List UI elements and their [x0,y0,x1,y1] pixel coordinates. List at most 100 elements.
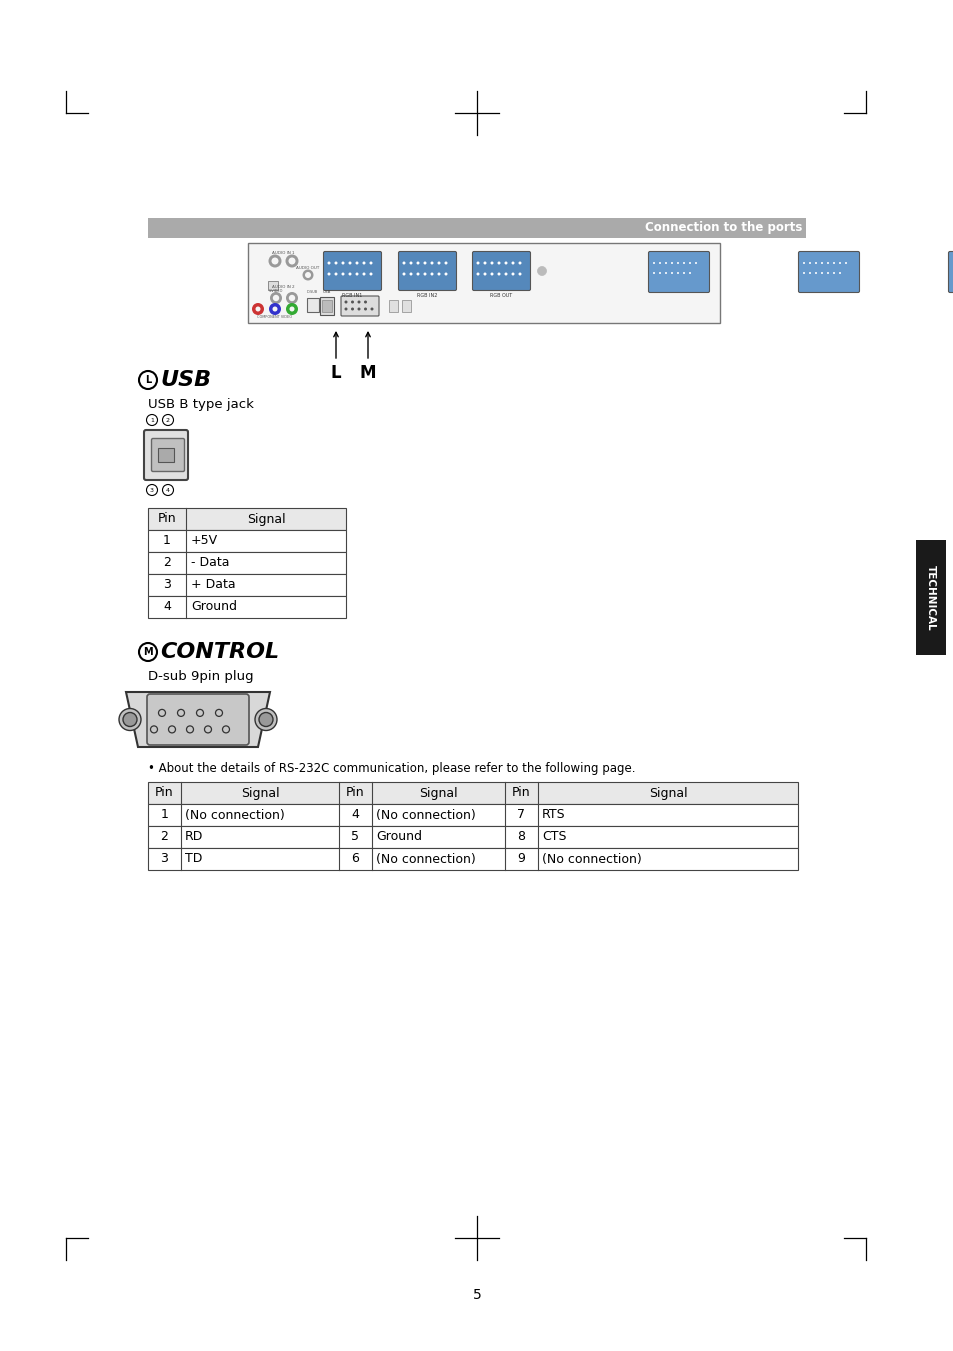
Text: • About the details of RS-232C communication, please refer to the following page: • About the details of RS-232C communica… [148,762,635,775]
Text: Signal: Signal [648,786,686,800]
Text: USB: USB [322,290,331,295]
Circle shape [832,262,834,263]
Bar [158,449,173,462]
Bar [148,508,346,530]
Text: - Data: - Data [191,557,230,570]
Circle shape [273,307,277,312]
Circle shape [369,262,372,265]
Circle shape [844,262,846,263]
Text: 6: 6 [352,852,359,866]
FancyBboxPatch shape [398,251,456,290]
Text: (No connection): (No connection) [375,852,476,866]
Circle shape [430,262,433,265]
Text: +5V: +5V [191,535,218,547]
Circle shape [802,262,804,263]
Circle shape [483,262,486,265]
Circle shape [369,273,372,276]
Bar [248,243,720,323]
Text: 4: 4 [352,808,359,821]
Text: (No connection): (No connection) [541,852,641,866]
FancyBboxPatch shape [323,251,381,290]
Circle shape [688,272,690,274]
Text: Pin: Pin [346,786,364,800]
Circle shape [327,262,330,265]
Polygon shape [126,692,270,747]
Text: Pin: Pin [155,786,173,800]
Bar [322,300,332,312]
Circle shape [688,262,690,263]
Circle shape [357,308,360,311]
Text: TECHNICAL: TECHNICAL [925,565,935,631]
Circle shape [476,273,479,276]
Text: 4: 4 [166,488,170,493]
Circle shape [355,273,358,276]
Text: 3: 3 [150,488,153,493]
Circle shape [490,262,493,265]
Circle shape [416,273,419,276]
Circle shape [826,272,828,274]
Circle shape [952,262,953,263]
Text: Pin: Pin [157,512,176,526]
Circle shape [814,272,816,274]
Circle shape [364,308,367,311]
Circle shape [409,262,412,265]
Circle shape [659,262,660,263]
Circle shape [362,262,365,265]
Circle shape [258,712,273,727]
Text: M: M [143,647,152,657]
Text: RGB IN1: RGB IN1 [341,293,362,299]
Text: 5: 5 [351,831,359,843]
Text: + Data: + Data [191,578,235,592]
Circle shape [518,262,521,265]
Circle shape [288,258,295,265]
Circle shape [351,300,354,304]
Circle shape [268,254,281,267]
Circle shape [286,303,297,315]
Text: Signal: Signal [418,786,457,800]
Bar [148,596,346,617]
Circle shape [254,708,276,731]
Circle shape [802,272,804,274]
Circle shape [444,262,447,265]
Text: 3: 3 [160,852,169,866]
Circle shape [402,262,405,265]
Circle shape [670,262,672,263]
Text: RGB OUT: RGB OUT [489,293,512,299]
Text: D-sub 9pin plug: D-sub 9pin plug [148,670,253,684]
Circle shape [497,273,500,276]
Circle shape [370,308,374,311]
Text: Signal: Signal [240,786,279,800]
Text: 4: 4 [163,600,171,613]
Bar [915,540,945,655]
Circle shape [511,262,514,265]
Circle shape [504,273,507,276]
Text: Ground: Ground [375,831,421,843]
Text: (No connection): (No connection) [375,808,476,821]
Circle shape [289,307,294,312]
Bar [148,574,346,596]
Text: Connection to the ports: Connection to the ports [644,222,801,235]
Circle shape [285,254,298,267]
Bar [148,553,346,574]
FancyBboxPatch shape [340,296,378,316]
Circle shape [272,258,278,265]
FancyBboxPatch shape [648,251,709,293]
Circle shape [273,295,279,301]
Circle shape [252,303,264,315]
Bar [268,281,277,290]
Circle shape [364,300,367,304]
Circle shape [808,262,810,263]
Text: COMPONENT VIDEO: COMPONENT VIDEO [256,315,292,319]
Circle shape [497,262,500,265]
Bar [307,299,318,312]
Circle shape [437,262,440,265]
Circle shape [302,269,314,281]
Circle shape [409,273,412,276]
Bar [401,300,411,312]
Circle shape [335,273,337,276]
Circle shape [269,303,281,315]
Text: 9: 9 [517,852,525,866]
Circle shape [444,273,447,276]
Text: AUDIO IN 2: AUDIO IN 2 [272,285,294,289]
Text: TD: TD [185,852,202,866]
